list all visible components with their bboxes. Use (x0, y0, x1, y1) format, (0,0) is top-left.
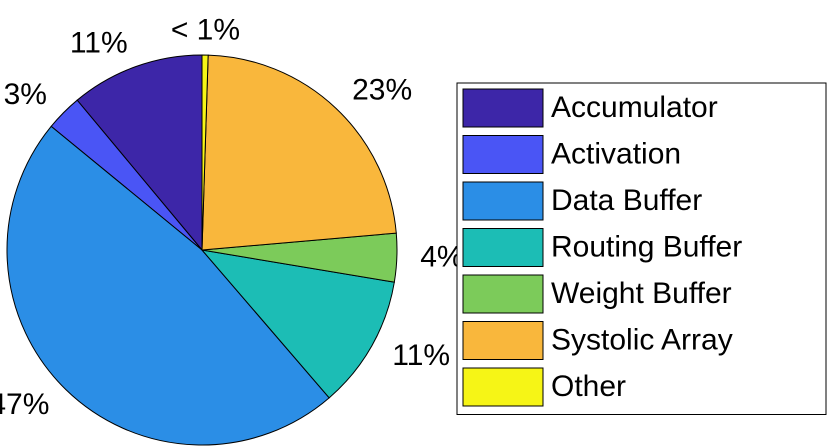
legend-swatch (462, 181, 544, 221)
slice-label: 11% (70, 27, 128, 60)
legend-label: Data Buffer (551, 184, 702, 217)
legend-label: Accumulator (551, 91, 718, 124)
legend-swatch (462, 228, 544, 267)
slice-label: 3% (4, 78, 47, 111)
legend-swatch (462, 321, 544, 360)
slice-label: 11% (392, 339, 450, 372)
slice-label: < 1% (171, 14, 240, 47)
legend-label: Systolic Array (551, 323, 733, 356)
legend-swatch (462, 88, 544, 128)
pie-slice (201, 54, 397, 251)
legend-label: Other (551, 370, 626, 403)
legend-label: Activation (551, 137, 681, 170)
legend-swatch (462, 274, 544, 314)
legend-swatch (462, 367, 544, 407)
legend-swatch (462, 135, 544, 174)
pie-slice (200, 249, 395, 399)
pie-slice (201, 54, 209, 251)
pie-slice (6, 125, 330, 446)
slice-label: 23% (352, 73, 412, 106)
legend-label: Weight Buffer (551, 277, 732, 310)
slice-label: 4% (420, 241, 463, 274)
legend-label: Routing Buffer (551, 230, 742, 263)
pie-slice (76, 54, 203, 252)
slice-label: 47% (0, 388, 49, 421)
